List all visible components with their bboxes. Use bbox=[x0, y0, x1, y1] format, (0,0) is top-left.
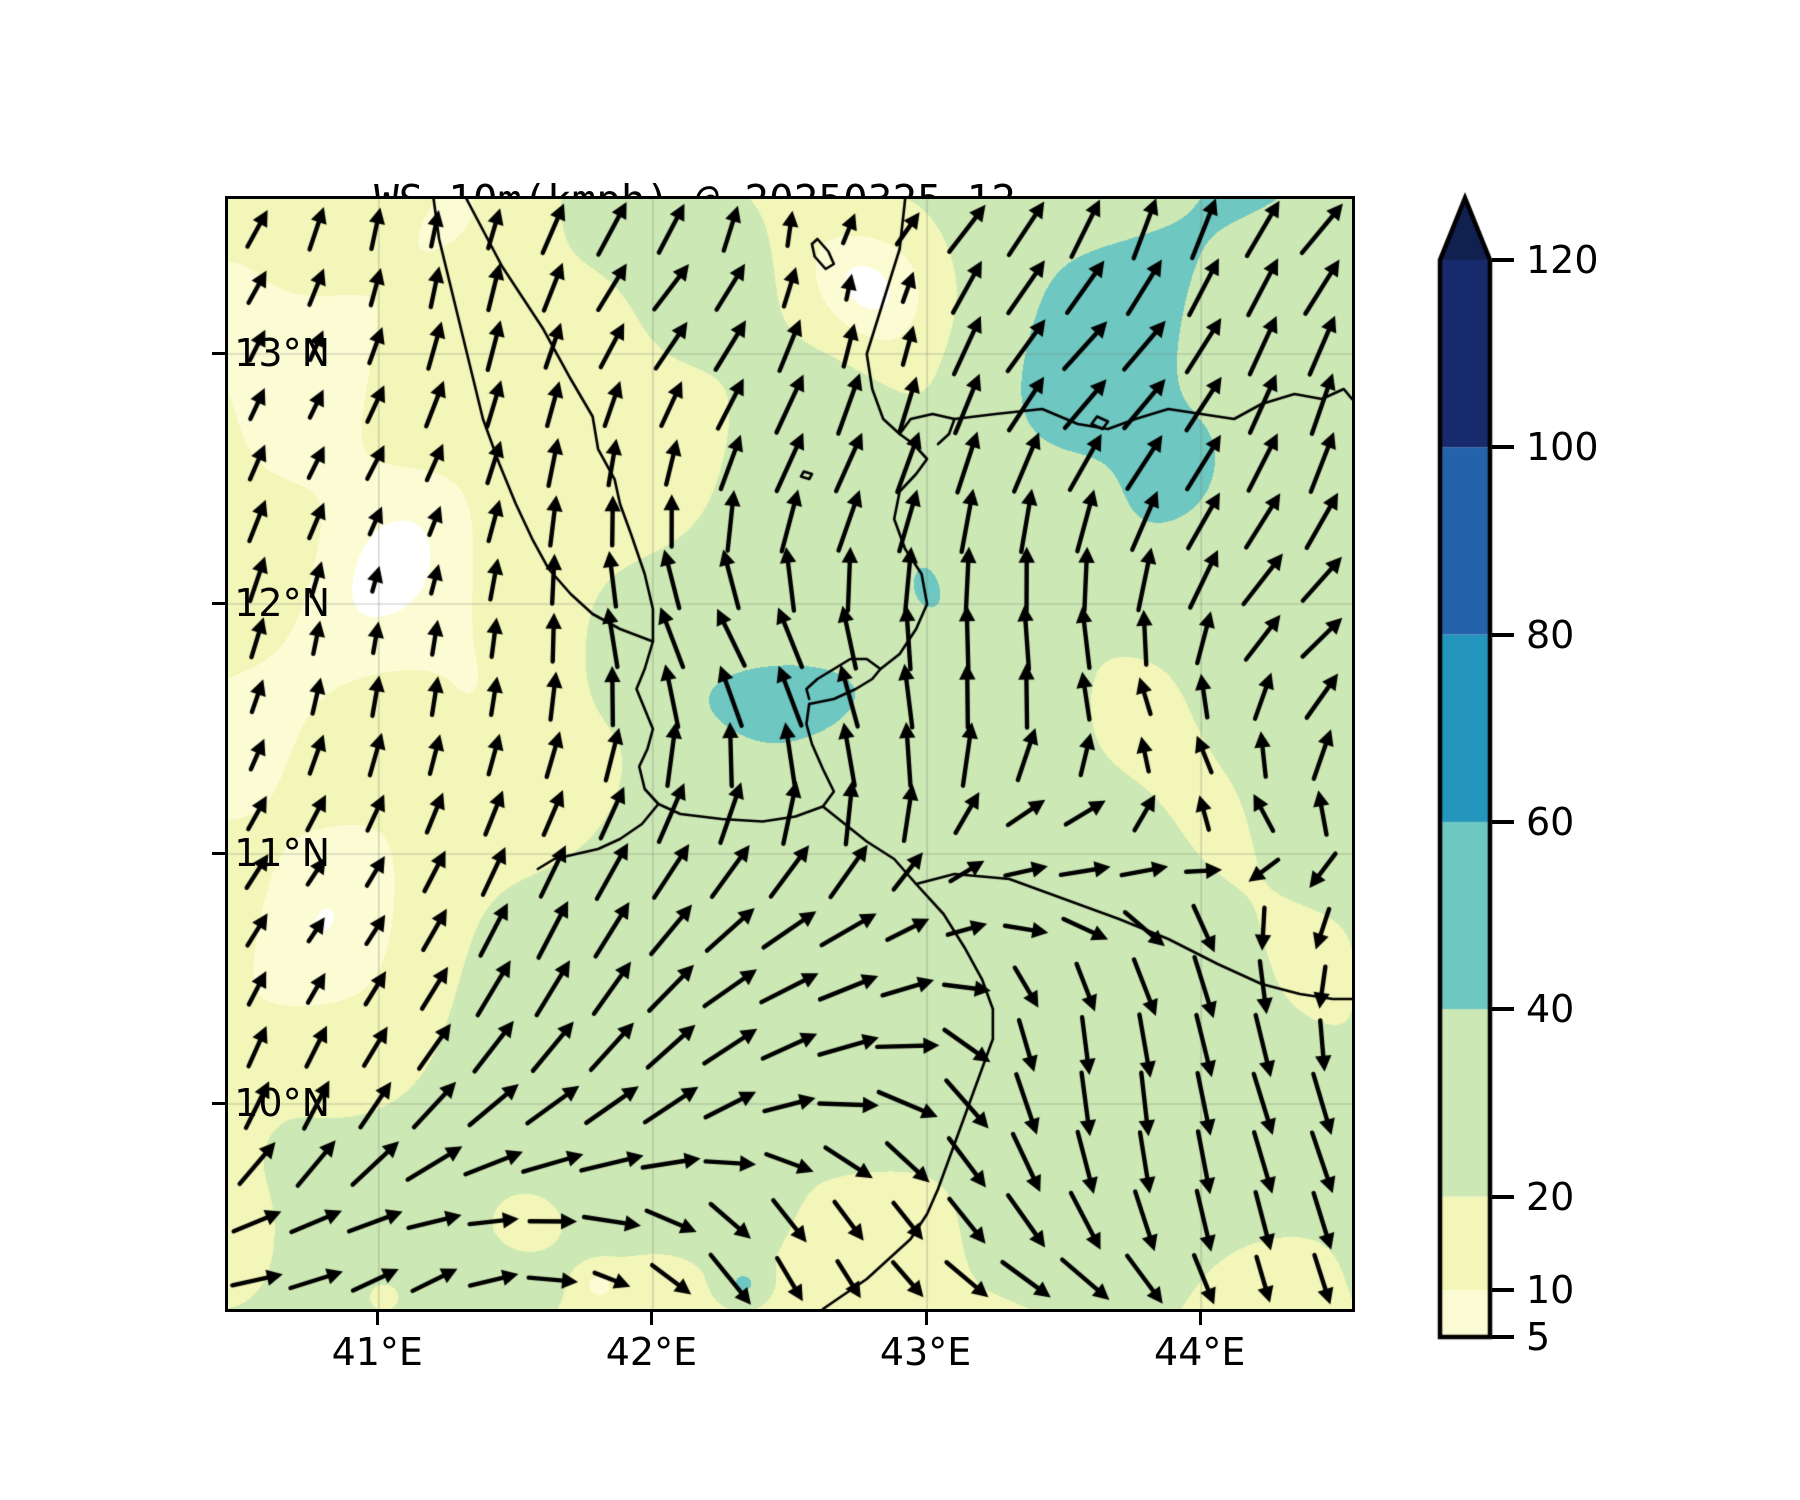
y-tick-mark-11 bbox=[212, 851, 225, 855]
x-tick-label-43: 43°E bbox=[879, 1330, 972, 1374]
y-tick-label-13: 13°N bbox=[234, 330, 330, 375]
wind-speed-map bbox=[228, 199, 1352, 1309]
colorbar-tick-label-120: 120 bbox=[1526, 238, 1599, 282]
x-tick-label-41: 41°E bbox=[331, 1330, 423, 1374]
colorbar-tick-mark-120 bbox=[1492, 258, 1514, 262]
y-tick-label-10: 10°N bbox=[234, 1080, 330, 1125]
colorbar-tick-label-40: 40 bbox=[1526, 987, 1575, 1032]
colorbar-tick-mark-5 bbox=[1492, 1335, 1514, 1339]
colorbar: 120 100 80 60 40 20 10 5 bbox=[1418, 150, 1748, 1359]
colorbar-tick-label-60: 60 bbox=[1526, 799, 1575, 844]
y-tick-mark-10 bbox=[212, 1101, 225, 1105]
x-tick-mark-43 bbox=[924, 1312, 928, 1325]
colorbar-tick-label-5: 5 bbox=[1526, 1315, 1551, 1359]
x-tick-mark-44 bbox=[1198, 1312, 1202, 1325]
colorbar-tick-mark-20 bbox=[1492, 1194, 1514, 1199]
colorbar-gradient bbox=[1418, 150, 1748, 1350]
x-tick-label-44: 44°E bbox=[1154, 1330, 1246, 1374]
colorbar-tick-label-10: 10 bbox=[1526, 1268, 1575, 1313]
y-tick-label-12: 12°N bbox=[234, 580, 330, 625]
colorbar-tick-mark-80 bbox=[1492, 632, 1514, 637]
x-tick-mark-41 bbox=[376, 1312, 380, 1325]
y-tick-mark-12 bbox=[212, 601, 225, 605]
colorbar-tick-label-20: 20 bbox=[1526, 1174, 1575, 1219]
map-axes bbox=[225, 196, 1355, 1312]
colorbar-tick-label-80: 80 bbox=[1526, 612, 1575, 657]
colorbar-tick-mark-10 bbox=[1492, 1288, 1514, 1293]
colorbar-tick-mark-100 bbox=[1492, 445, 1514, 450]
y-tick-mark-13 bbox=[212, 351, 225, 355]
colorbar-tick-mark-60 bbox=[1492, 819, 1514, 824]
x-tick-label-42: 42°E bbox=[605, 1330, 698, 1374]
y-tick-label-11: 11°N bbox=[234, 830, 330, 875]
colorbar-tick-label-100: 100 bbox=[1526, 425, 1599, 470]
x-tick-mark-42 bbox=[650, 1312, 654, 1325]
colorbar-tick-mark-40 bbox=[1492, 1007, 1514, 1012]
